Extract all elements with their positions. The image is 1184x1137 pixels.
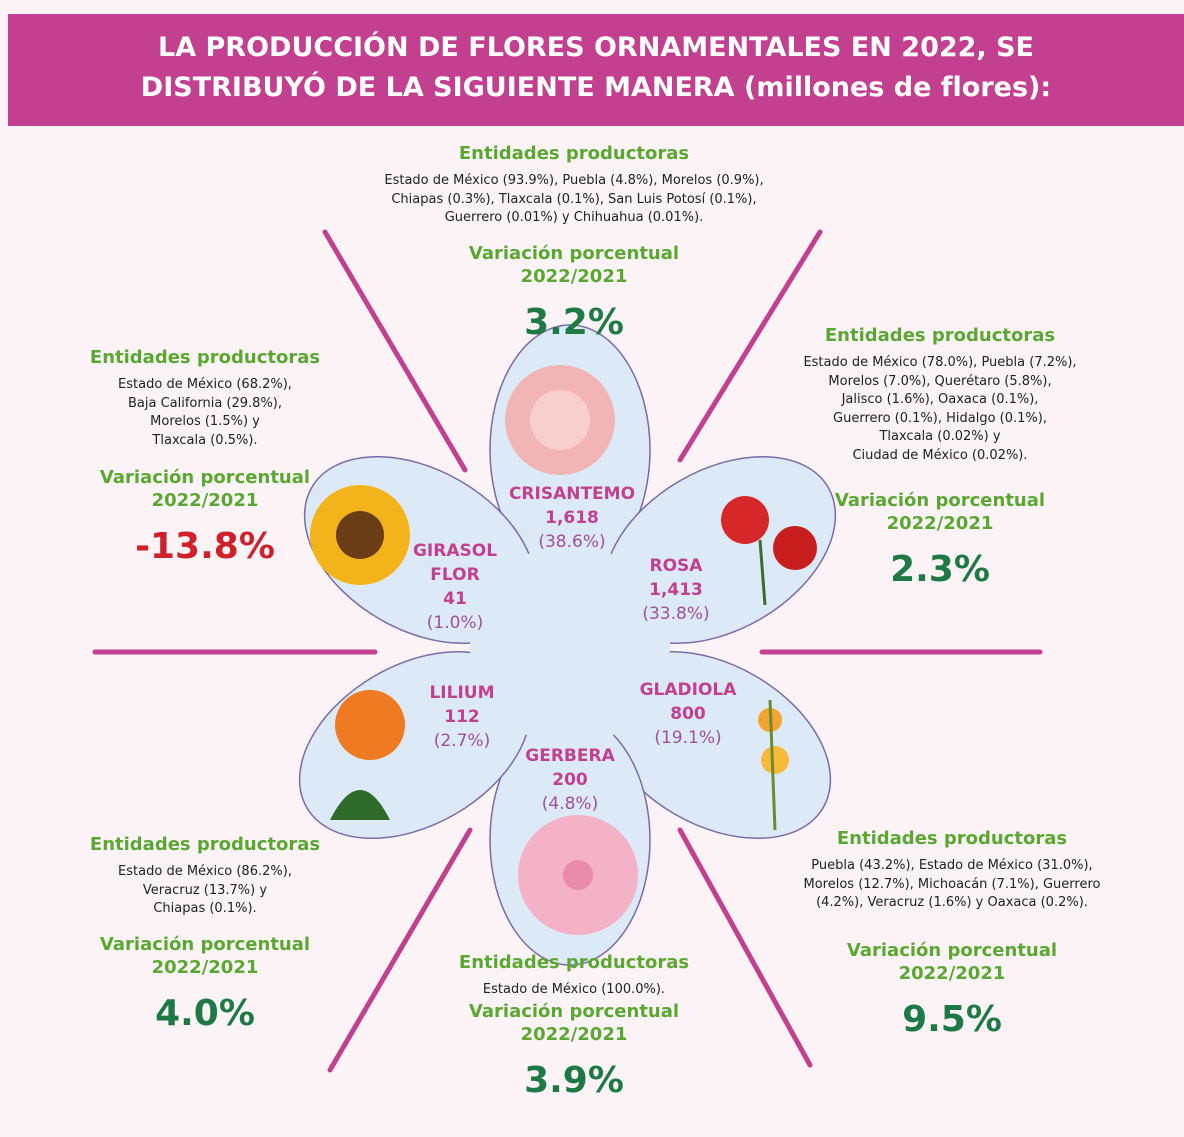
flower-name: GERBERA [510, 744, 630, 768]
variation-title: Variación porcentual [804, 939, 1101, 962]
entities-line: Chiapas (0.3%), Tlaxcala (0.1%), San Lui… [384, 191, 763, 210]
entities-line: Guerrero (0.01%) y Chihuahua (0.01%). [384, 209, 763, 228]
flower-name: LILIUM [407, 681, 517, 705]
entities-line: Tlaxcala (0.02%) y [803, 428, 1076, 447]
entities-line: Morelos (12.7%), Michoacán (7.1%), Guerr… [804, 876, 1101, 895]
variation-value: 3.2% [384, 302, 763, 343]
entities-line: (4.2%), Veracruz (1.6%) y Oaxaca (0.2%). [804, 894, 1101, 913]
entities-list: Estado de México (78.0%), Puebla (7.2%),… [803, 354, 1076, 465]
flower-production: 200 [510, 768, 630, 792]
flower-info: Entidades productoras Estado de México (8… [90, 834, 320, 1034]
variation-value: 9.5% [804, 999, 1101, 1040]
variation-title: Variación porcentual [90, 933, 320, 956]
flower-name: ROSA [621, 554, 731, 578]
entities-title: Entidades productoras [90, 347, 320, 368]
variation-period: 2022/2021 [459, 1023, 689, 1046]
variation-title: Variación porcentual [803, 489, 1076, 512]
flower-share: (2.7%) [407, 729, 517, 753]
variation-title: Variación porcentual [384, 242, 763, 265]
flower-info: Entidades productoras Puebla (43.2%), Est… [804, 828, 1101, 1040]
variation-period: 2022/2021 [90, 489, 320, 512]
variation-title: Variación porcentual [90, 466, 320, 489]
flower-info: Entidades productoras Estado de México (1… [459, 952, 689, 1101]
flower-share: (4.8%) [510, 792, 630, 816]
variation-value: 4.0% [90, 993, 320, 1034]
entities-line: Morelos (1.5%) y [90, 413, 320, 432]
flower-share: (19.1%) [623, 726, 753, 750]
variation-value: 2.3% [803, 549, 1076, 590]
entities-list: Estado de México (86.2%),Veracruz (13.7%… [90, 863, 320, 919]
infographic: LA PRODUCCIÓN DE FLORES ORNAMENTALES EN … [0, 0, 1184, 1137]
flower-info: Entidades productoras Estado de México (6… [90, 347, 320, 567]
variation-value: 3.9% [459, 1060, 689, 1101]
entities-title: Entidades productoras [384, 143, 763, 164]
variation-title: Variación porcentual [459, 1000, 689, 1023]
flower-share: (33.8%) [621, 602, 731, 626]
entities-line: Tlaxcala (0.5%). [90, 432, 320, 451]
flower-share: (1.0%) [410, 611, 500, 635]
flower-production: 800 [623, 702, 753, 726]
entities-line: Ciudad de México (0.02%). [803, 447, 1076, 466]
entities-line: Estado de México (78.0%), Puebla (7.2%), [803, 354, 1076, 373]
variation-period: 2022/2021 [384, 265, 763, 288]
flower-production: 41 [410, 587, 500, 611]
flower-name: CRISANTEMO [487, 482, 657, 506]
entities-line: Morelos (7.0%), Querétaro (5.8%), [803, 373, 1076, 392]
flower-production: 1,413 [621, 578, 731, 602]
entities-line: Estado de México (68.2%), [90, 376, 320, 395]
entities-list: Estado de México (100.0%). [459, 981, 689, 1000]
entities-line: Baja California (29.8%), [90, 395, 320, 414]
flower-name: GIRASOL FLOR [410, 539, 500, 587]
entities-line: Estado de México (86.2%), [90, 863, 320, 882]
entities-line: Estado de México (100.0%). [459, 981, 689, 1000]
entities-title: Entidades productoras [459, 952, 689, 973]
flower-info: Entidades productoras Estado de México (7… [803, 325, 1076, 590]
variation-period: 2022/2021 [803, 512, 1076, 535]
variation-period: 2022/2021 [90, 956, 320, 979]
flower-name: GLADIOLA [623, 678, 753, 702]
header-title: LA PRODUCCIÓN DE FLORES ORNAMENTALES EN … [8, 14, 1184, 126]
flower-info: Entidades productoras Estado de México (9… [384, 143, 763, 343]
entities-title: Entidades productoras [803, 325, 1076, 346]
entities-list: Puebla (43.2%), Estado de México (31.0%)… [804, 857, 1101, 913]
entities-line: Guerrero (0.1%), Hidalgo (0.1%), [803, 410, 1076, 429]
entities-line: Chiapas (0.1%). [90, 900, 320, 919]
entities-list: Estado de México (93.9%), Puebla (4.8%),… [384, 172, 763, 228]
entities-line: Estado de México (93.9%), Puebla (4.8%),… [384, 172, 763, 191]
entities-line: Puebla (43.2%), Estado de México (31.0%)… [804, 857, 1101, 876]
entities-title: Entidades productoras [90, 834, 320, 855]
entities-line: Jalisco (1.6%), Oaxaca (0.1%), [803, 391, 1076, 410]
flower-share: (38.6%) [487, 530, 657, 554]
entities-list: Estado de México (68.2%),Baja California… [90, 376, 320, 450]
variation-value: -13.8% [90, 526, 320, 567]
entities-title: Entidades productoras [804, 828, 1101, 849]
flower-production: 112 [407, 705, 517, 729]
flower-production: 1,618 [487, 506, 657, 530]
entities-line: Veracruz (13.7%) y [90, 882, 320, 901]
variation-period: 2022/2021 [804, 962, 1101, 985]
